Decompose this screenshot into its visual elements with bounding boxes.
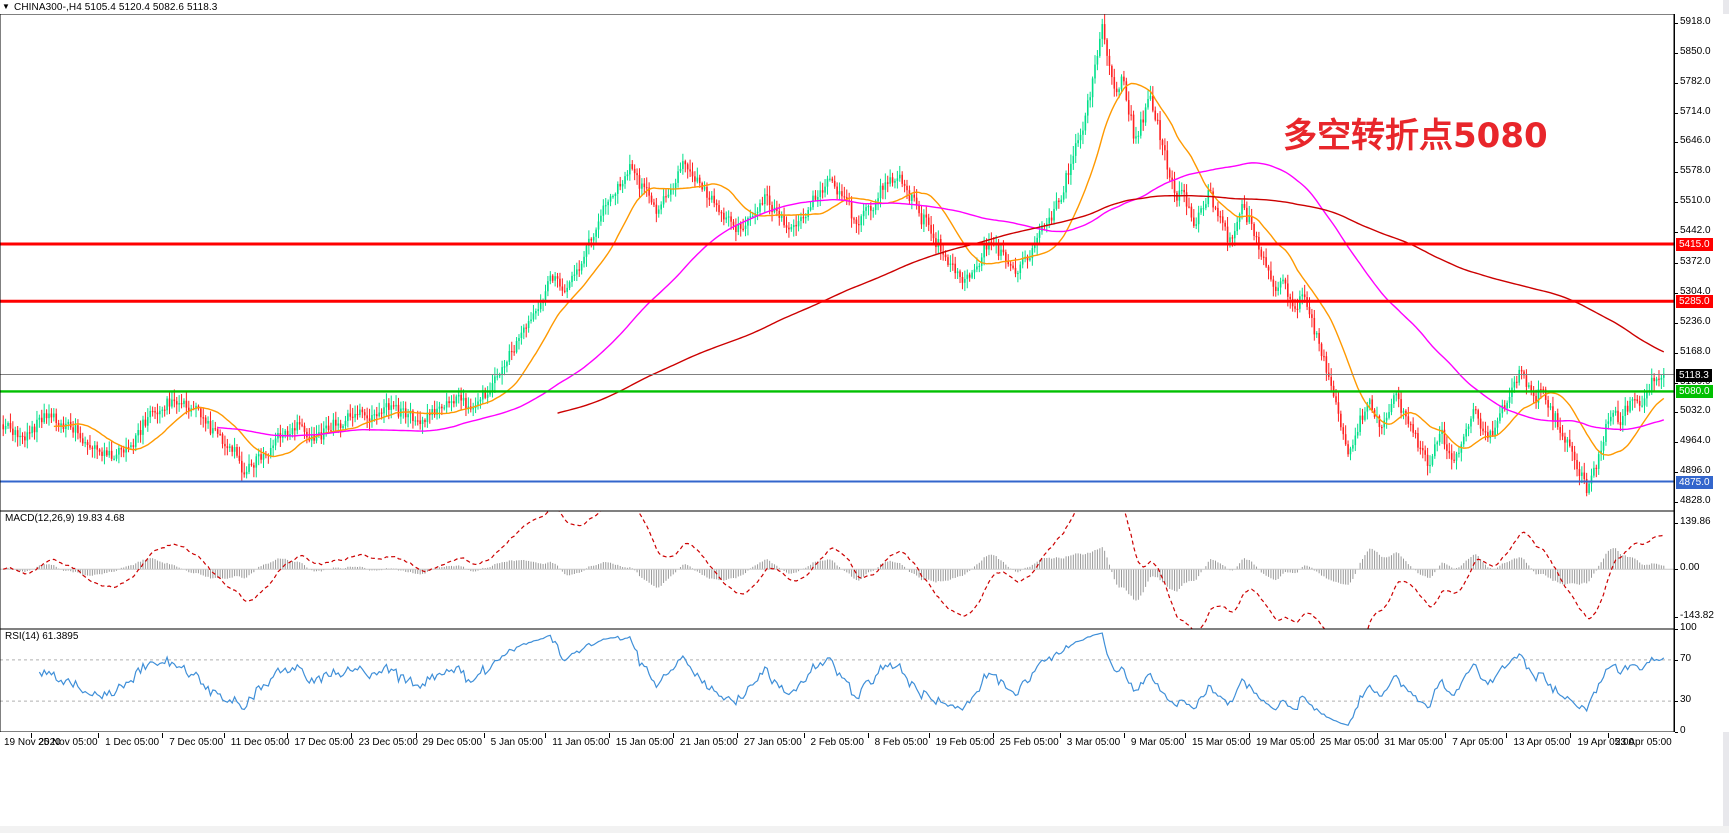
time-axis-label: 7 Apr 05:00 [1452,737,1504,748]
time-axis-tick [1313,733,1314,738]
time-axis-tick [416,733,417,738]
time-axis-label: 15 Jan 05:00 [615,737,674,748]
price-tag-black: 5118.3 [1676,368,1712,382]
time-axis-label: 1 Dec 05:00 [105,737,160,748]
time-axis-tick [1570,733,1571,738]
time-axis-label: 27 Jan 05:00 [743,737,802,748]
time-axis-label: 25 Mar 05:00 [1320,737,1380,748]
macd-chart-canvas [0,511,1674,629]
time-axis-tick [545,733,546,738]
time-axis-tick [484,733,485,738]
time-axis-tick [609,733,610,738]
bottom-status-strip [0,826,1729,833]
chevron-down-icon[interactable]: ▼ [2,2,10,11]
time-axis-tick [1124,733,1125,738]
time-axis-tick [929,733,930,738]
time-axis-tick [31,733,32,738]
rsi-pane[interactable]: RSI(14) 61.3895 [0,629,1674,732]
rsi-line [38,632,1665,726]
time-axis-label: 23 Apr 05:00 [1615,737,1672,748]
moving-average-red [557,194,1665,414]
time-axis-label: 23 Dec 05:00 [358,737,418,748]
time-axis-label: 29 Dec 05:00 [422,737,483,748]
time-axis-tick [673,733,674,738]
price-tag-green: 5080.0 [1676,385,1713,399]
time-axis-tick [351,733,352,738]
time-axis-label: 9 Mar 05:00 [1130,737,1185,748]
rsi-pane-label: RSI(14) 61.3895 [5,631,79,642]
price-tag-red: 5415.0 [1676,238,1713,252]
time-axis-label: 7 Dec 05:00 [169,737,224,748]
symbol-title: CHINA300-,H4 5105.4 5120.4 5082.6 5118.3 [14,1,218,13]
time-axis-tick [287,733,288,738]
price-tag-red: 5285.0 [1676,295,1713,309]
price-pane[interactable] [0,14,1674,511]
time-axis-tick [1060,733,1061,738]
time-axis-tick [993,733,994,738]
moving-average-magenta [217,162,1665,437]
time-axis-label: 31 Mar 05:00 [1384,737,1444,748]
time-axis-tick [1445,733,1446,738]
price-tag-blue: 4875.0 [1676,475,1713,489]
time-axis-label: 21 Jan 05:00 [679,737,738,748]
time-axis-tick [1608,733,1609,738]
time-axis-label: 25 Nov 05:00 [38,737,98,748]
time-axis-tick [1249,733,1250,738]
macd-pane-label: MACD(12,26,9) 19.83 4.68 [5,513,125,524]
price-scale[interactable]: 5918.0 5850.0 5782.0 5714.0 5646.0 5578.0 5510… [1674,14,1729,736]
time-axis-label: 11 Dec 05:00 [230,737,290,748]
time-axis-label: 15 Mar 05:00 [1191,737,1251,748]
time-axis-tick [1185,733,1186,738]
rsi-chart-canvas [0,629,1674,732]
macd-signal-line [0,511,1674,629]
time-axis-tick [224,733,225,738]
chart-annotation-text: 多空转折点5080 [1283,116,1548,156]
time-axis-label: 2 Feb 05:00 [810,737,864,748]
time-axis-label: 8 Feb 05:00 [874,737,928,748]
time-axis-tick [98,733,99,738]
time-axis-tick [1377,733,1378,738]
time-axis-label: 11 Jan 05:00 [552,737,610,748]
horizontal-level-lines [0,242,1674,483]
time-axis[interactable]: 19 Nov 2020 25 Nov 05:00 1 Dec 05:00 7 Dec … [0,733,1729,755]
time-axis-label: 3 Mar 05:00 [1066,737,1121,748]
time-axis-label: 19 Feb 05:00 [935,737,995,748]
time-axis-label: 17 Dec 05:00 [294,737,354,748]
time-axis-tick [868,733,869,738]
price-chart-canvas [0,14,1674,511]
macd-pane[interactable]: MACD(12,26,9) 19.83 4.68 [0,511,1674,629]
time-axis-tick [804,733,805,738]
symbol-bar: ▼ CHINA300-,H4 5105.4 5120.4 5082.6 5118… [0,0,1729,15]
time-axis-label: 25 Feb 05:00 [999,737,1059,748]
time-axis-tick [1506,733,1507,738]
time-axis-tick [162,733,163,738]
time-axis-label: 19 Apr 05:00 [1577,737,1635,748]
time-axis-tick [737,733,738,738]
time-axis-label: 5 Jan 05:00 [490,737,543,748]
time-axis-label: 13 Apr 05:00 [1513,737,1571,748]
time-axis-label: 19 Mar 05:00 [1256,737,1315,748]
time-axis-label: 19 Nov 2020 [4,737,61,748]
